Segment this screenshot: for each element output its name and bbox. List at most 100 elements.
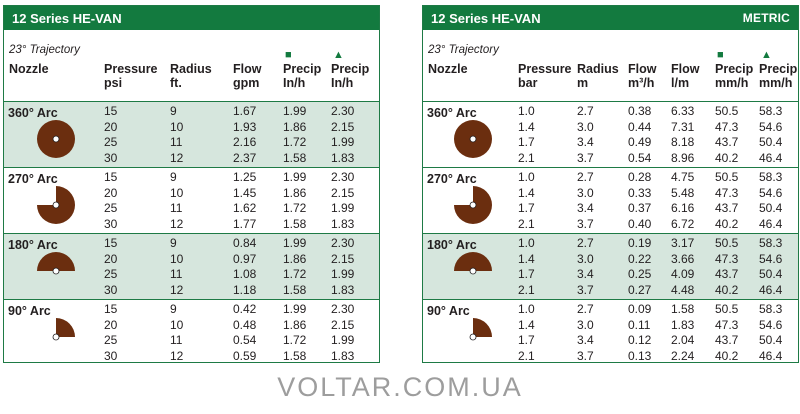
table-cell: 20 (104, 185, 118, 200)
column-headers: Nozzle Pressure bar Radius m Flow m³/h Flow l/m P… (423, 49, 798, 102)
arc-label: 180° Arc (427, 238, 477, 252)
column-header: Precip mm/h (759, 62, 798, 90)
arc-label: 270° Arc (427, 172, 477, 186)
table-cell: 2.7 (577, 236, 594, 250)
table-cell: 1.58 (283, 282, 307, 297)
table-cell: 20 (104, 251, 118, 266)
table-cell: 1.99 (331, 267, 355, 281)
table-cell: 50.4 (759, 201, 783, 215)
table-cell: 30 (104, 348, 118, 363)
table-cell: 3.7 (577, 348, 594, 363)
table-cell: 1.45 (233, 185, 257, 200)
column-header: Precip In/h (331, 62, 370, 90)
trajectory-label: 23° Trajectory (9, 44, 80, 56)
table-cell: 54.6 (759, 251, 783, 266)
column-header: Flow gpm (233, 62, 262, 90)
table-cell: 0.84 (233, 236, 257, 250)
table-cell: 6.72 (671, 216, 695, 231)
table-cell: 50.5 (715, 236, 739, 250)
table-row: 20 10 0.48 1.86 2.15 (4, 318, 379, 333)
table-cell: 9 (170, 302, 177, 316)
table-cell: 30 (104, 150, 118, 165)
table-cell: 43.7 (715, 201, 739, 215)
metric-table-panel: 12 Series HE-VAN METRIC 23° Trajectory N… (422, 5, 799, 363)
table-cell: 3.0 (577, 185, 594, 200)
table-cell: 0.33 (628, 185, 652, 200)
table-row: 1.7 3.4 0.49 8.18 43.7 50.4 (423, 135, 798, 150)
table-cell: 58.3 (759, 104, 783, 118)
table-cell: 2.1 (518, 348, 535, 363)
table-cell: 1.0 (518, 104, 535, 118)
table-cell: 20 (104, 119, 118, 134)
table-cell: 1.83 (331, 282, 355, 297)
table-cell: 9 (170, 104, 177, 118)
table-cell: 1.7 (518, 333, 535, 347)
half-circle-icon (34, 250, 78, 299)
table-cell: 0.25 (628, 267, 652, 281)
table-cell: 1.08 (233, 267, 257, 281)
metric-badge: METRIC (742, 11, 790, 25)
table-cell: 1.83 (331, 150, 355, 165)
table-cell: 8.96 (671, 150, 695, 165)
panel-header: 12 Series HE-VAN METRIC (423, 6, 798, 30)
table-cell: 2.30 (331, 170, 355, 184)
table-cell: 58.3 (759, 170, 783, 184)
table-cell: 0.38 (628, 104, 652, 118)
triangle-marker-icon: ▲ (333, 49, 344, 61)
table-cell: 1.93 (233, 119, 257, 134)
table-cell: 25 (104, 201, 118, 215)
table-cell: 0.42 (233, 302, 257, 316)
table-cell: 0.48 (233, 317, 257, 332)
table-row: 25 11 2.16 1.72 1.99 (4, 135, 379, 150)
arc-label: 360° Arc (8, 106, 58, 120)
quarter-circle-icon (451, 316, 495, 362)
table-cell: 10 (170, 185, 184, 200)
table-row: 2.1 3.7 0.54 8.96 40.2 46.4 (423, 151, 798, 166)
full-circle-icon (34, 118, 78, 167)
table-cell: 30 (104, 216, 118, 231)
panel-header: 12 Series HE-VAN (4, 6, 379, 30)
table-cell: 40.2 (715, 282, 739, 297)
panel-title: 12 Series HE-VAN (12, 10, 122, 26)
arc-label: 90° Arc (8, 304, 51, 318)
table-cell: 1.0 (518, 302, 535, 316)
table-cell: 46.4 (759, 216, 783, 231)
table-row: 1.0 2.7 0.09 1.58 50.5 58.3 (423, 302, 798, 317)
table-cell: 0.09 (628, 302, 652, 316)
table-cell: 47.3 (715, 119, 739, 134)
table-cell: 25 (104, 333, 118, 347)
table-row: 30 12 2.37 1.58 1.83 (4, 151, 379, 166)
table-row: 1.7 3.4 0.25 4.09 43.7 50.4 (423, 267, 798, 282)
watermark: VOLTAR.COM.UA (277, 372, 523, 402)
table-row: 25 11 1.08 1.72 1.99 (4, 267, 379, 282)
table-cell: 1.4 (518, 119, 535, 134)
table-cell: 3.4 (577, 333, 594, 347)
table-cell: 2.7 (577, 104, 594, 118)
table-cell: 40.2 (715, 150, 739, 165)
table-cell: 50.4 (759, 333, 783, 347)
table-row: 15 9 0.42 1.99 2.30 (4, 302, 379, 317)
table-cell: 2.37 (233, 150, 257, 165)
table-cell: 1.99 (331, 333, 355, 347)
table-cell: 11 (170, 201, 183, 215)
table-cell: 1.58 (283, 150, 307, 165)
table-cell: 0.19 (628, 236, 652, 250)
nozzle-group: 180° Arc 15 9 0.84 1.99 2.30 20 10 0.97 1.86 2.15 2… (4, 234, 379, 300)
table-cell: 2.7 (577, 302, 594, 316)
table-cell: 2.24 (671, 348, 695, 363)
table-cell: 9 (170, 170, 177, 184)
table-cell: 0.49 (628, 135, 652, 149)
table-cell: 1.83 (671, 317, 695, 332)
imperial-table-panel: 12 Series HE-VAN 23° Trajectory Nozzle Pr… (3, 5, 380, 363)
table-cell: 10 (170, 251, 184, 266)
table-cell: 12 (170, 216, 184, 231)
table-cell: 1.25 (233, 170, 257, 184)
table-cell: 0.13 (628, 348, 652, 363)
table-cell: 43.7 (715, 135, 739, 149)
table-cell: 43.7 (715, 267, 739, 281)
table-cell: 3.7 (577, 150, 594, 165)
table-cell: 7.31 (671, 119, 695, 134)
table-cell: 40.2 (715, 216, 739, 231)
table-cell: 0.27 (628, 282, 652, 297)
table-cell: 6.16 (671, 201, 695, 215)
